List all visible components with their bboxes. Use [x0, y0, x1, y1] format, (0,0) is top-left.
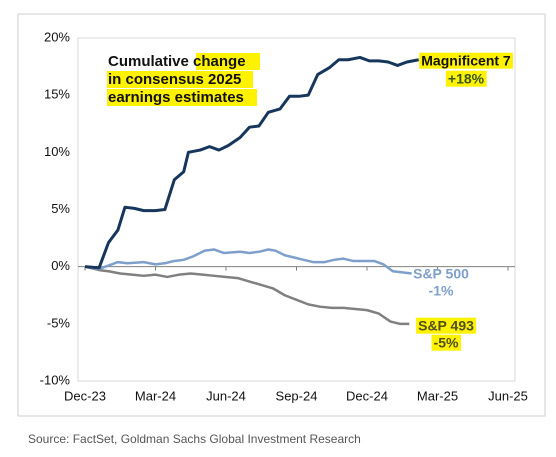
y-tick-label: 10% — [44, 144, 70, 159]
series-end-label: -5% — [434, 335, 459, 351]
series-line — [84, 248, 412, 275]
y-tick-label: -10% — [40, 372, 71, 387]
series-label: S&P 500 — [413, 266, 469, 282]
series-label: Magnificent 7 — [421, 53, 511, 69]
x-tick-label: Dec-24 — [346, 388, 388, 403]
x-tick-label: Mar-25 — [417, 388, 458, 403]
highlight — [416, 317, 477, 334]
y-tick-label: 0% — [51, 258, 70, 273]
x-tick-label: Dec-23 — [64, 388, 106, 403]
x-tick-label: Mar-24 — [135, 388, 176, 403]
highlight — [419, 52, 513, 69]
plot-area — [77, 37, 516, 382]
series-end-label: -1% — [429, 283, 454, 299]
series-line — [84, 265, 410, 326]
series-label: S&P 493 — [418, 318, 474, 334]
x-tick-label: Sep-24 — [276, 388, 318, 403]
title-line: earnings estimates — [108, 89, 244, 106]
y-tick-label: -5% — [47, 315, 71, 330]
highlight — [196, 53, 260, 70]
highlight — [107, 71, 253, 88]
y-tick-label: 15% — [44, 87, 70, 102]
highlight — [107, 89, 257, 106]
series-line — [84, 55, 419, 270]
y-tick-label: 5% — [51, 201, 70, 216]
series-end-label: +18% — [448, 71, 485, 87]
source: Source: FactSet, Goldman Sachs Global In… — [28, 432, 361, 446]
highlight — [431, 334, 461, 351]
x-tick-label: Jun-25 — [488, 388, 528, 403]
title-line: in consensus 2025 — [108, 71, 241, 88]
highlight — [445, 70, 487, 87]
title-line: Cumulative change — [108, 53, 246, 70]
x-tick-label: Jun-24 — [206, 388, 246, 403]
y-tick-label: 20% — [44, 29, 70, 44]
